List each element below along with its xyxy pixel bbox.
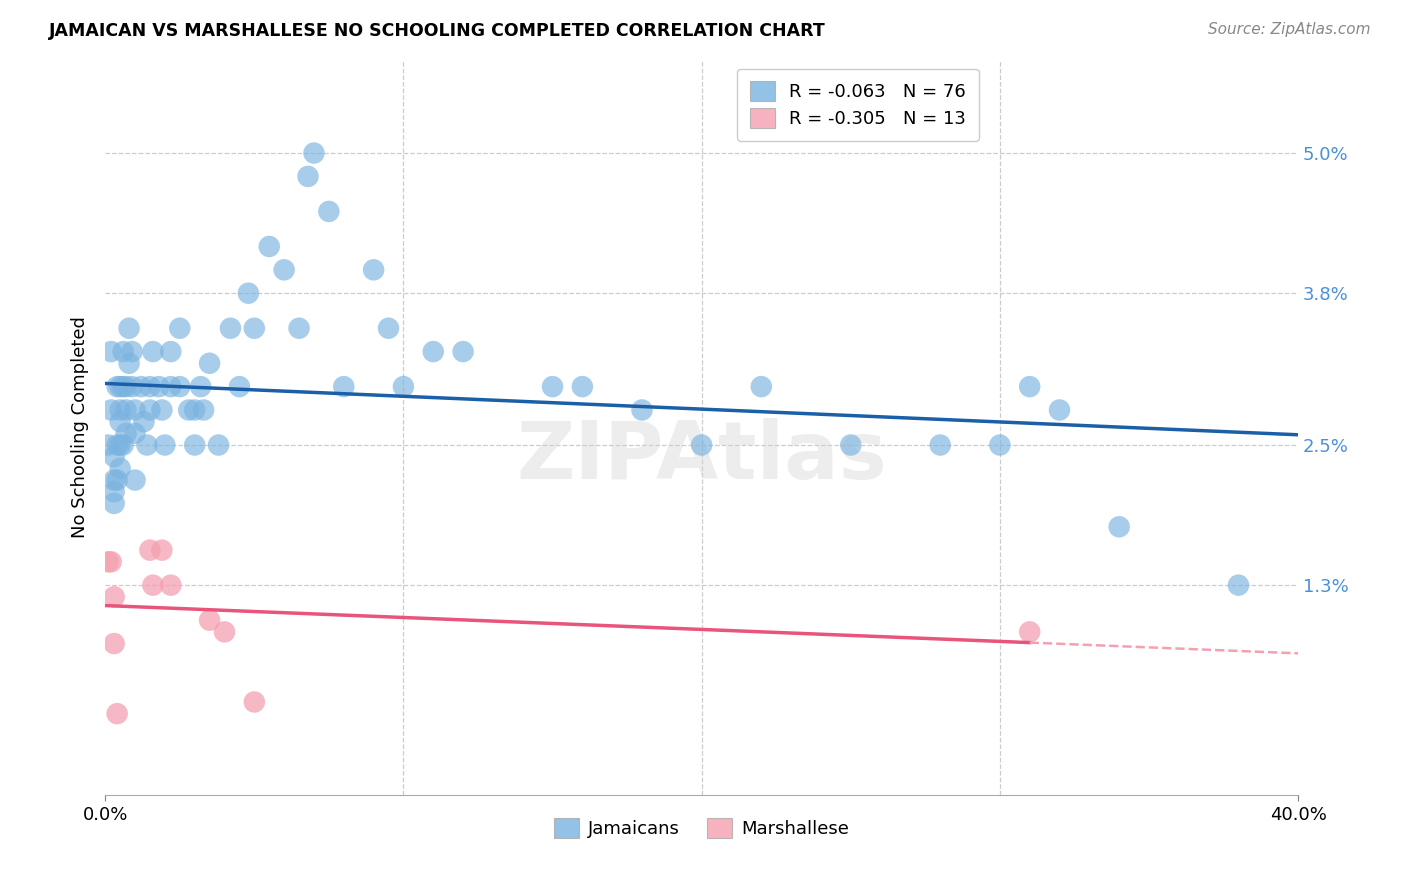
Point [190, 379, 212, 393]
Point [103, 636, 125, 650]
Point [129, 379, 152, 393]
Point [139, 543, 162, 558]
Point [541, 379, 564, 393]
Point [108, 415, 131, 429]
Point [214, 624, 236, 639]
Point [302, 146, 325, 161]
Text: ZIPAtlas: ZIPAtlas [516, 418, 887, 496]
Point [183, 403, 205, 417]
Point [103, 473, 125, 487]
Point [159, 578, 181, 592]
Point [273, 262, 295, 277]
Text: JAMAICAN VS MARSHALLESE NO SCHOOLING COMPLETED CORRELATION CHART: JAMAICAN VS MARSHALLESE NO SCHOOLING COM… [49, 22, 825, 40]
Point [193, 403, 215, 417]
Point [159, 379, 181, 393]
Point [207, 438, 229, 452]
Point [108, 438, 131, 452]
Point [198, 356, 221, 370]
Point [142, 578, 165, 592]
Point [100, 344, 122, 359]
Point [124, 473, 146, 487]
Point [115, 426, 138, 441]
Point [243, 695, 266, 709]
Point [159, 344, 181, 359]
Point [318, 204, 340, 219]
Point [631, 403, 654, 417]
Y-axis label: No Schooling Completed: No Schooling Completed [72, 317, 89, 539]
Point [1227, 578, 1250, 592]
Point [243, 321, 266, 335]
Point [451, 344, 474, 359]
Point [257, 239, 280, 253]
Point [929, 438, 952, 452]
Point [139, 403, 162, 417]
Point [103, 496, 125, 510]
Point [108, 403, 131, 417]
Point [1018, 379, 1040, 393]
Point [105, 473, 128, 487]
Point [132, 415, 155, 429]
Point [121, 379, 143, 393]
Point [103, 590, 125, 604]
Point [142, 344, 165, 359]
Point [118, 356, 141, 370]
Point [988, 438, 1011, 452]
Point [150, 403, 173, 417]
Point [108, 461, 131, 475]
Point [112, 379, 135, 393]
Point [112, 344, 135, 359]
Point [219, 321, 242, 335]
Point [103, 450, 125, 464]
Point [297, 169, 319, 184]
Point [100, 555, 122, 569]
Point [169, 321, 191, 335]
Point [839, 438, 862, 452]
Point [238, 286, 260, 301]
Point [97, 438, 120, 452]
Point [115, 403, 138, 417]
Point [112, 438, 135, 452]
Point [1049, 403, 1071, 417]
Point [136, 438, 159, 452]
Point [422, 344, 444, 359]
Text: Source: ZipAtlas.com: Source: ZipAtlas.com [1208, 22, 1371, 37]
Point [139, 379, 162, 393]
Point [363, 262, 385, 277]
Point [1018, 624, 1040, 639]
Point [228, 379, 250, 393]
Point [377, 321, 399, 335]
Point [118, 321, 141, 335]
Point [198, 613, 221, 627]
Point [97, 555, 120, 569]
Point [105, 379, 128, 393]
Point [749, 379, 772, 393]
Point [177, 403, 200, 417]
Point [571, 379, 593, 393]
Point [153, 438, 176, 452]
Point [105, 438, 128, 452]
Point [288, 321, 311, 335]
Point [100, 403, 122, 417]
Point [108, 379, 131, 393]
Point [103, 484, 125, 499]
Point [121, 344, 143, 359]
Point [105, 706, 128, 721]
Legend: Jamaicans, Marshallese: Jamaicans, Marshallese [547, 811, 856, 846]
Point [169, 379, 191, 393]
Point [124, 426, 146, 441]
Point [1108, 520, 1130, 534]
Point [392, 379, 415, 393]
Point [183, 438, 205, 452]
Point [333, 379, 356, 393]
Point [115, 379, 138, 393]
Point [124, 403, 146, 417]
Point [148, 379, 170, 393]
Point [690, 438, 713, 452]
Point [150, 543, 173, 558]
